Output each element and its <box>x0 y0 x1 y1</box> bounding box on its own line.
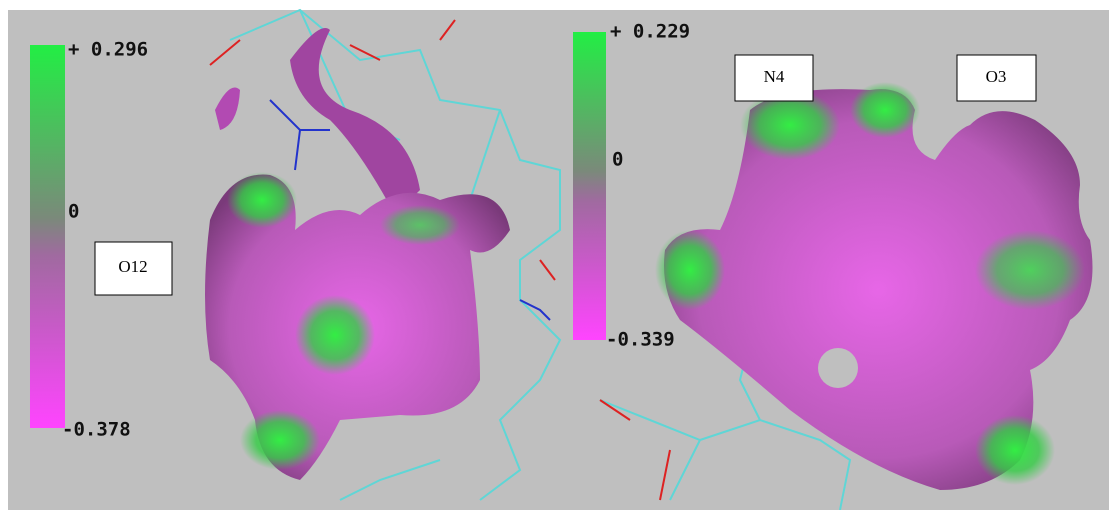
color-scale <box>573 32 606 340</box>
surface-positive <box>380 205 460 245</box>
surface-positive <box>975 415 1055 485</box>
surface-positive <box>850 82 920 138</box>
atom-label: O3 <box>986 67 1007 86</box>
atom-label: N4 <box>764 67 785 86</box>
scale-max: + 0.296 <box>68 39 148 61</box>
figure: + 0.296 0 -0.378 + 0.229 0 -0.339 O12 N4… <box>0 0 1109 510</box>
scale-max: + 0.229 <box>610 21 690 43</box>
surface-positive <box>227 172 297 228</box>
surface-positive <box>295 295 375 375</box>
atom-label: O12 <box>118 257 147 276</box>
page: + 0.296 0 -0.378 + 0.229 0 -0.339 O12 N4… <box>0 0 1109 510</box>
color-scale <box>30 45 65 428</box>
surface-hole <box>818 348 858 388</box>
surface-positive <box>975 230 1085 310</box>
scale-min: -0.378 <box>62 419 131 441</box>
scale-min: -0.339 <box>606 329 675 351</box>
scale-zero: 0 <box>612 149 623 171</box>
surface-positive <box>240 410 320 470</box>
surface-positive <box>655 230 725 310</box>
scale-zero: 0 <box>68 201 79 223</box>
